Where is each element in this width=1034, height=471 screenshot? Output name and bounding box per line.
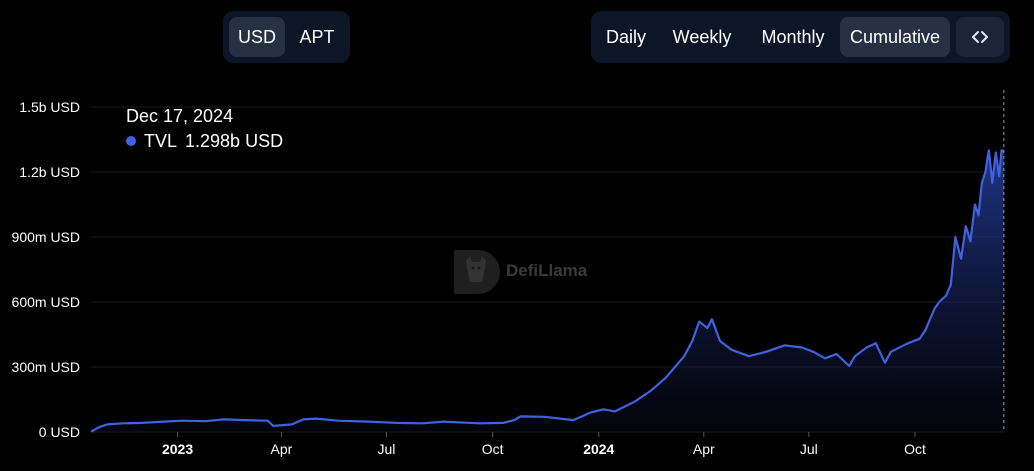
- tooltip-row: TVL 1.298b USD: [126, 128, 283, 154]
- llama-logo-icon: [454, 250, 500, 294]
- y-tick-label: 900m USD: [12, 229, 80, 245]
- tooltip-date: Dec 17, 2024: [126, 106, 234, 126]
- x-tick-label: Jul: [800, 441, 818, 457]
- y-axis: 0 USD 300m USD 600m USD 900m USD 1.2b USD 1.5…: [12, 99, 80, 440]
- y-tick-label: 1.2b USD: [19, 164, 80, 180]
- range-monthly-button[interactable]: Monthly: [761, 27, 825, 47]
- x-tick-label: Apr: [271, 441, 293, 457]
- chart-tooltip: Dec 17, 2024 TVL 1.298b USD: [126, 104, 283, 154]
- code-icon: [972, 31, 988, 43]
- range-cumulative-button[interactable]: Cumulative: [840, 17, 950, 57]
- tooltip-series-name: TVL: [144, 131, 178, 151]
- y-tick-label: 0 USD: [39, 424, 80, 440]
- y-tick-label: 1.5b USD: [19, 99, 80, 115]
- x-tick-label: Oct: [482, 441, 504, 457]
- embed-button[interactable]: [956, 17, 1004, 57]
- watermark-text: DefiLlama: [506, 261, 588, 280]
- currency-usd-button[interactable]: USD: [229, 17, 285, 57]
- tooltip-value: 1.298b USD: [185, 131, 284, 151]
- y-tick-label: 600m USD: [12, 294, 80, 310]
- series-color-dot: [126, 136, 136, 146]
- range-toggle: Daily Weekly Monthly Cumulative: [591, 11, 1010, 63]
- x-tick-label: Jul: [377, 441, 395, 457]
- currency-toggle: USD APT: [223, 11, 350, 63]
- x-tick-label: Apr: [693, 441, 715, 457]
- x-axis: 2023 Apr Jul Oct 2024 Apr Jul Oct: [162, 432, 926, 457]
- x-tick-label: 2023: [162, 441, 193, 457]
- defillama-watermark: DefiLlama: [452, 246, 587, 296]
- x-tick-label: Oct: [904, 441, 926, 457]
- x-tick-label: 2024: [583, 441, 614, 457]
- range-daily-button[interactable]: Daily: [605, 27, 646, 47]
- tvl-series-line: [90, 149, 1005, 433]
- tvl-series-area: [91, 150, 1004, 433]
- range-weekly-button[interactable]: Weekly: [672, 27, 732, 47]
- currency-apt-button[interactable]: APT: [299, 27, 335, 47]
- y-tick-label: 300m USD: [12, 359, 80, 375]
